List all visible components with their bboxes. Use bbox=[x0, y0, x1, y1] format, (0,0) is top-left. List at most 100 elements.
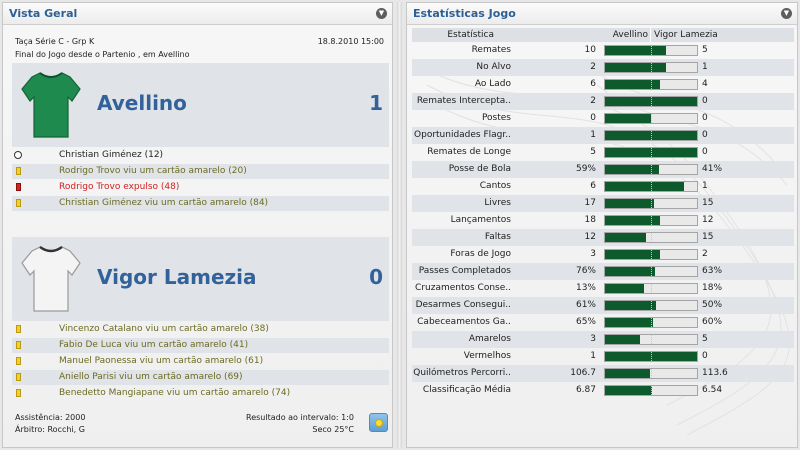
stat-away-value: 0 bbox=[702, 130, 708, 140]
stat-comparison-bar bbox=[604, 164, 698, 175]
stat-comparison-bar bbox=[604, 300, 698, 311]
stat-comparison-bar bbox=[604, 334, 698, 345]
stat-away-value: 50% bbox=[702, 300, 723, 310]
stat-row: No Alvo 2 1 bbox=[412, 59, 794, 76]
stat-home-value: 1 bbox=[590, 351, 596, 361]
stat-away-value: 15 bbox=[702, 232, 714, 242]
away-team-score: 0 bbox=[369, 265, 383, 289]
stat-row: Cantos 6 1 bbox=[412, 178, 794, 195]
stat-away-value: 113.6 bbox=[702, 368, 728, 378]
stat-away-value: 63% bbox=[702, 266, 723, 276]
weather-text: Seco 25°C bbox=[312, 425, 354, 434]
stat-home-share-fill bbox=[605, 250, 661, 259]
event-row: Benedetto Mangiapane viu um cartão amare… bbox=[12, 386, 389, 401]
stat-home-value: 3 bbox=[590, 249, 596, 259]
event-row: Aniello Parisi viu um cartão amarelo (69… bbox=[12, 370, 389, 385]
stat-row: Passes Completados 76% 63% bbox=[412, 263, 794, 280]
away-team-block: Vigor Lamezia 0 bbox=[12, 237, 389, 321]
overview-menu-chevron-icon[interactable]: ▼ bbox=[376, 8, 387, 19]
stat-away-value: 41% bbox=[702, 164, 723, 174]
stat-away-value: 4 bbox=[702, 79, 708, 89]
stat-away-value: 60% bbox=[702, 317, 723, 327]
overview-title: Vista Geral bbox=[9, 7, 78, 20]
stat-row: Quilómetros Percorri.. 106.7 113.6 bbox=[412, 365, 794, 382]
event-text[interactable]: Manuel Paonessa viu um cartão amarelo (6… bbox=[59, 356, 264, 366]
event-text[interactable]: Aniello Parisi viu um cartão amarelo (69… bbox=[59, 372, 243, 382]
stat-comparison-bar bbox=[604, 232, 698, 243]
stat-comparison-bar bbox=[604, 351, 698, 362]
stat-row: Amarelos 3 5 bbox=[412, 331, 794, 348]
match-stats-panel: Estatísticas Jogo ▼ Estatística Avellino… bbox=[406, 2, 798, 448]
away-team-name[interactable]: Vigor Lamezia bbox=[97, 265, 257, 289]
stat-label: Remates Intercepta.. bbox=[416, 96, 511, 106]
stat-comparison-bar bbox=[604, 317, 698, 328]
stat-row: Cruzamentos Conse.. 13% 18% bbox=[412, 280, 794, 297]
stat-row: Lançamentos 18 12 bbox=[412, 212, 794, 229]
stat-away-value: 0 bbox=[702, 147, 708, 157]
stat-home-share-fill bbox=[605, 165, 660, 174]
stat-row: Ao Lado 6 4 bbox=[412, 76, 794, 93]
stat-home-value: 6 bbox=[590, 79, 596, 89]
stat-row: Desarmes Consegui.. 61% 50% bbox=[412, 297, 794, 314]
panel-splitter[interactable] bbox=[397, 2, 402, 448]
match-subtitle: Final do Jogo desde o Partenio , em Avel… bbox=[15, 50, 190, 59]
event-text[interactable]: Rodrigo Trovo viu um cartão amarelo (20) bbox=[59, 166, 247, 176]
stat-label: Cruzamentos Conse.. bbox=[415, 283, 511, 293]
event-text[interactable]: Benedetto Mangiapane viu um cartão amare… bbox=[59, 388, 291, 398]
stat-comparison-bar bbox=[604, 249, 698, 260]
stat-away-value: 18% bbox=[702, 283, 723, 293]
stat-home-share-fill bbox=[605, 335, 640, 344]
stat-home-share-fill bbox=[605, 114, 651, 123]
event-text[interactable]: Vincenzo Catalano viu um cartão amarelo … bbox=[59, 324, 269, 334]
stat-comparison-bar bbox=[604, 96, 698, 107]
yellow-card-icon bbox=[16, 389, 21, 397]
stat-label: Remates de Longe bbox=[427, 147, 511, 157]
stat-label: Postes bbox=[481, 113, 511, 123]
stat-home-share-fill bbox=[605, 369, 650, 378]
event-row: Fabio De Luca viu um cartão amarelo (41) bbox=[12, 338, 389, 353]
stat-label: Cantos bbox=[479, 181, 511, 191]
stat-home-share-fill bbox=[605, 386, 653, 395]
stat-home-share-fill bbox=[605, 46, 667, 55]
stat-home-value: 6 bbox=[590, 181, 596, 191]
stat-comparison-bar bbox=[604, 385, 698, 396]
stat-row: Remates de Longe 5 0 bbox=[412, 144, 794, 161]
stat-comparison-bar bbox=[604, 113, 698, 124]
stat-home-value: 13% bbox=[575, 283, 596, 293]
stat-away-value: 12 bbox=[702, 215, 714, 225]
stat-row: Remates 10 5 bbox=[412, 42, 794, 59]
goal-ball-icon bbox=[14, 151, 22, 159]
stat-home-value: 10 bbox=[584, 45, 596, 55]
event-text[interactable]: Christian Giménez (12) bbox=[59, 150, 164, 160]
event-row: Vincenzo Catalano viu um cartão amarelo … bbox=[12, 322, 389, 337]
stat-home-share-fill bbox=[605, 284, 644, 293]
stat-row: Cabeceamentos Ga.. 65% 60% bbox=[412, 314, 794, 331]
stats-panel-header: Estatísticas Jogo ▼ bbox=[407, 3, 797, 25]
event-text[interactable]: Rodrigo Trovo expulso (48) bbox=[59, 182, 180, 192]
event-text[interactable]: Fabio De Luca viu um cartão amarelo (41) bbox=[59, 340, 249, 350]
stat-comparison-bar bbox=[604, 62, 698, 73]
stat-comparison-bar bbox=[604, 283, 698, 294]
yellow-card-icon bbox=[16, 373, 21, 381]
stat-home-value: 2 bbox=[590, 96, 596, 106]
stat-label: Livres bbox=[484, 198, 511, 208]
stats-header-row: Estatística Avellino Vigor Lamezia bbox=[412, 28, 794, 42]
stats-table: Estatística Avellino Vigor Lamezia Remat… bbox=[412, 28, 794, 399]
competition-label: Taça Série C - Grp K bbox=[15, 37, 95, 46]
stats-menu-chevron-icon[interactable]: ▼ bbox=[781, 8, 792, 19]
event-text[interactable]: Christian Giménez viu um cartão amarelo … bbox=[59, 198, 269, 208]
overview-panel-header: Vista Geral ▼ bbox=[3, 3, 392, 25]
referee-text: Árbitro: Rocchi, G bbox=[15, 425, 85, 434]
stat-home-share-fill bbox=[605, 199, 654, 208]
stat-label: No Alvo bbox=[476, 62, 511, 72]
stat-row: Livres 17 15 bbox=[412, 195, 794, 212]
event-row: Christian Giménez viu um cartão amarelo … bbox=[12, 196, 389, 211]
stat-label: Passes Completados bbox=[418, 266, 511, 276]
yellow-card-icon bbox=[16, 167, 21, 175]
stat-home-value: 0 bbox=[590, 113, 596, 123]
match-date: 18.8.2010 15:00 bbox=[317, 37, 384, 46]
stat-comparison-bar bbox=[604, 181, 698, 192]
stat-home-value: 65% bbox=[575, 317, 596, 327]
stat-home-share-fill bbox=[605, 80, 661, 89]
home-team-name[interactable]: Avellino bbox=[97, 91, 187, 115]
